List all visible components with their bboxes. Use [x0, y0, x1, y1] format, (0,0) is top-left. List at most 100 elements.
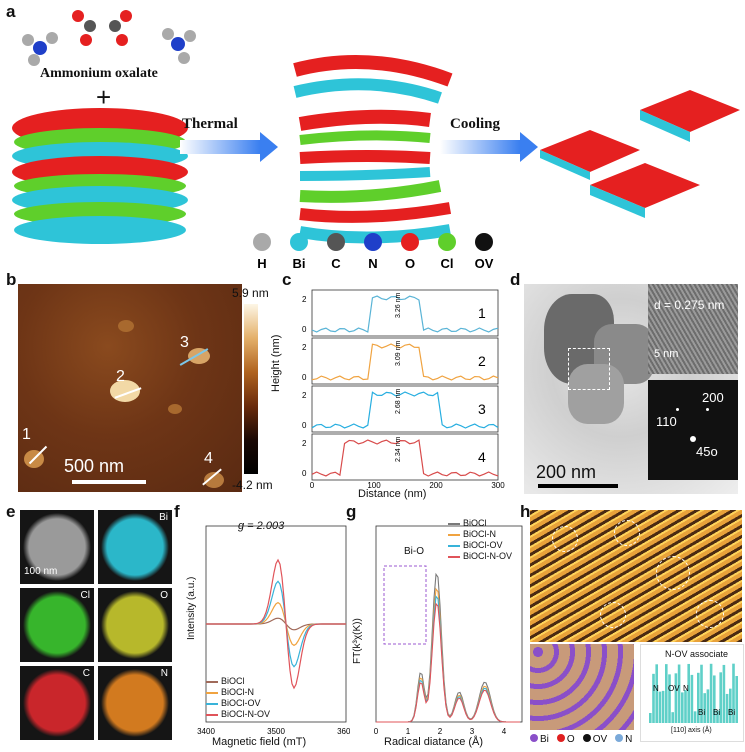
legend-atom-OV [475, 233, 493, 251]
inset-bar [661, 690, 665, 723]
inset-bar [722, 664, 726, 723]
exafs-chart: 0 1 2 3 4 [374, 525, 523, 736]
inset-bar [719, 672, 722, 723]
profile-line-2 [311, 343, 499, 381]
colorbar-max: 5.9 nm [232, 286, 269, 300]
height-profile-chart: 1 3.26 nm 0 2 2 3.09 nm 0 2 3 2.68 nm 0 2 4 2.34 nm 0 2… [302, 289, 505, 490]
atom-legend: Bi O OV N [530, 734, 640, 745]
inset-bar [706, 689, 710, 723]
hrtem-inset [648, 284, 738, 374]
inset-bar [697, 672, 700, 723]
epr-legend-BiOCl: BiOCl [206, 676, 270, 687]
panel-label-d: d [510, 270, 521, 289]
legend-label-C: C [331, 256, 341, 270]
epr-xtick-3500: 3500 [267, 727, 285, 736]
profile-id-1: 1 [478, 305, 486, 321]
inset-bar [665, 664, 668, 723]
exafs-series-BiOCl [376, 572, 520, 723]
eds-map-O: O [98, 588, 172, 662]
inset-bar [677, 664, 681, 723]
ammonium-oxalate-molecule [22, 10, 196, 66]
inset-bar [674, 673, 678, 723]
epr-series-BiOCl-N-OV [206, 558, 346, 690]
profile-xtick-200: 200 [429, 481, 443, 490]
afm-flake-4 [204, 472, 224, 488]
saed-inset: 110 200 45o [648, 380, 738, 480]
inset-bar [732, 663, 735, 723]
inset-xlabel: [110] axis (Å) [671, 727, 712, 734]
inset-bar [687, 663, 690, 723]
exafs-zoom-box [383, 565, 427, 645]
atom-legend-Bi: Bi [530, 734, 549, 745]
epr-xlabel: Magnetic field (mT) [212, 736, 307, 748]
eds-map-Bi: Bi [98, 510, 172, 584]
epr-legend-BiOCl-N: BiOCl-N [206, 687, 270, 698]
intensity-inset: N OV N Bi Bi Bi N-OV associate [110] axis (Å) [640, 644, 744, 742]
exafs-series-BiOCl-N-OV [376, 602, 520, 723]
hrtem-scalebar-label: 5 nm [654, 348, 679, 360]
eds-label-Cl: Cl [80, 590, 90, 601]
eds-map-N: N [98, 666, 172, 740]
panel-label-e: e [6, 502, 16, 521]
exafs-series-BiOCl-OV [376, 595, 520, 723]
eds-map-haadf: 100 nm [20, 510, 94, 584]
legend-atom-Cl [438, 233, 456, 251]
plus-sign: + [96, 82, 112, 112]
inset-label-N: N [653, 684, 659, 693]
profile-ylabel: Height (nm) [270, 334, 282, 392]
inset-bar [684, 690, 687, 723]
profile-height-3: 2.68 nm [395, 389, 402, 414]
epr-ylabel: Intensity (a.u.) [186, 576, 197, 640]
eds-label-C: C [82, 668, 90, 679]
epr-legend-BiOCl-N-OV: BiOCl-N-OV [206, 709, 270, 720]
afm-marker-4: 4 [204, 450, 213, 467]
profile-xtick-100: 100 [367, 481, 381, 490]
legend-atom-Bi [290, 233, 308, 251]
epr-xtick-3400: 3400 [197, 727, 215, 736]
profile-ytick: 0 [302, 469, 307, 478]
exafs-ylabel: FT(k³χ(K)) [352, 618, 363, 664]
exafs-xtick-2: 2 [438, 727, 443, 736]
exafs-xtick-1: 1 [406, 727, 411, 736]
panel-label-g: g [346, 502, 357, 521]
profile-ytick: 2 [302, 343, 307, 352]
eds-map-C: C [20, 666, 94, 740]
afm-marker-2: 2 [116, 368, 125, 385]
bio-annotation: Bi-O [404, 546, 424, 557]
expanded-layer-structure [293, 55, 453, 244]
reagent-label: Ammonium oxalate [40, 66, 158, 81]
inset-bar [703, 693, 706, 723]
colorbar-min: -4.2 nm [232, 478, 273, 492]
profile-line-1 [311, 295, 499, 333]
legend-label-O: O [405, 256, 415, 270]
inset-bar [709, 663, 713, 723]
atom-legend-OV: OV [582, 734, 607, 745]
profile-xtick-300: 300 [491, 481, 505, 490]
profile-id-3: 3 [478, 401, 486, 417]
inset-bar [725, 693, 729, 723]
epr-xtick-3600: 3600 [337, 727, 350, 736]
epr-legend-BiOCl-OV: BiOCl-OV [206, 698, 270, 709]
thermal-label: Thermal [182, 116, 238, 132]
legend-label-H: H [257, 256, 266, 270]
eds-map-Cl: Cl [20, 588, 94, 662]
afm-colorbar [244, 304, 258, 474]
afm-scalebar [72, 480, 146, 484]
inset-label-Bi: Bi [713, 708, 720, 717]
profile-ytick: 0 [302, 373, 307, 382]
exafs-legend-BiOCl-OV: BiOCl-OV [448, 540, 512, 551]
afm-marker-3: 3 [180, 334, 189, 351]
eds-label-Bi: Bi [159, 512, 168, 523]
epr-chart: 3400 3500 3600 [197, 525, 350, 736]
profile-xlabel: Distance (nm) [358, 488, 427, 500]
inset-bar [655, 664, 658, 723]
legend-label-N: N [368, 256, 377, 270]
inset-bar [652, 673, 655, 723]
legend-atom-N [364, 233, 382, 251]
profile-id-2: 2 [478, 353, 486, 369]
legend-atom-H [253, 233, 271, 251]
profile-id-4: 4 [478, 449, 486, 465]
eds-label-O: O [160, 590, 168, 601]
profile-height-1: 3.26 nm [395, 293, 402, 318]
element-legend: H Bi C N O Cl OV [253, 233, 494, 270]
